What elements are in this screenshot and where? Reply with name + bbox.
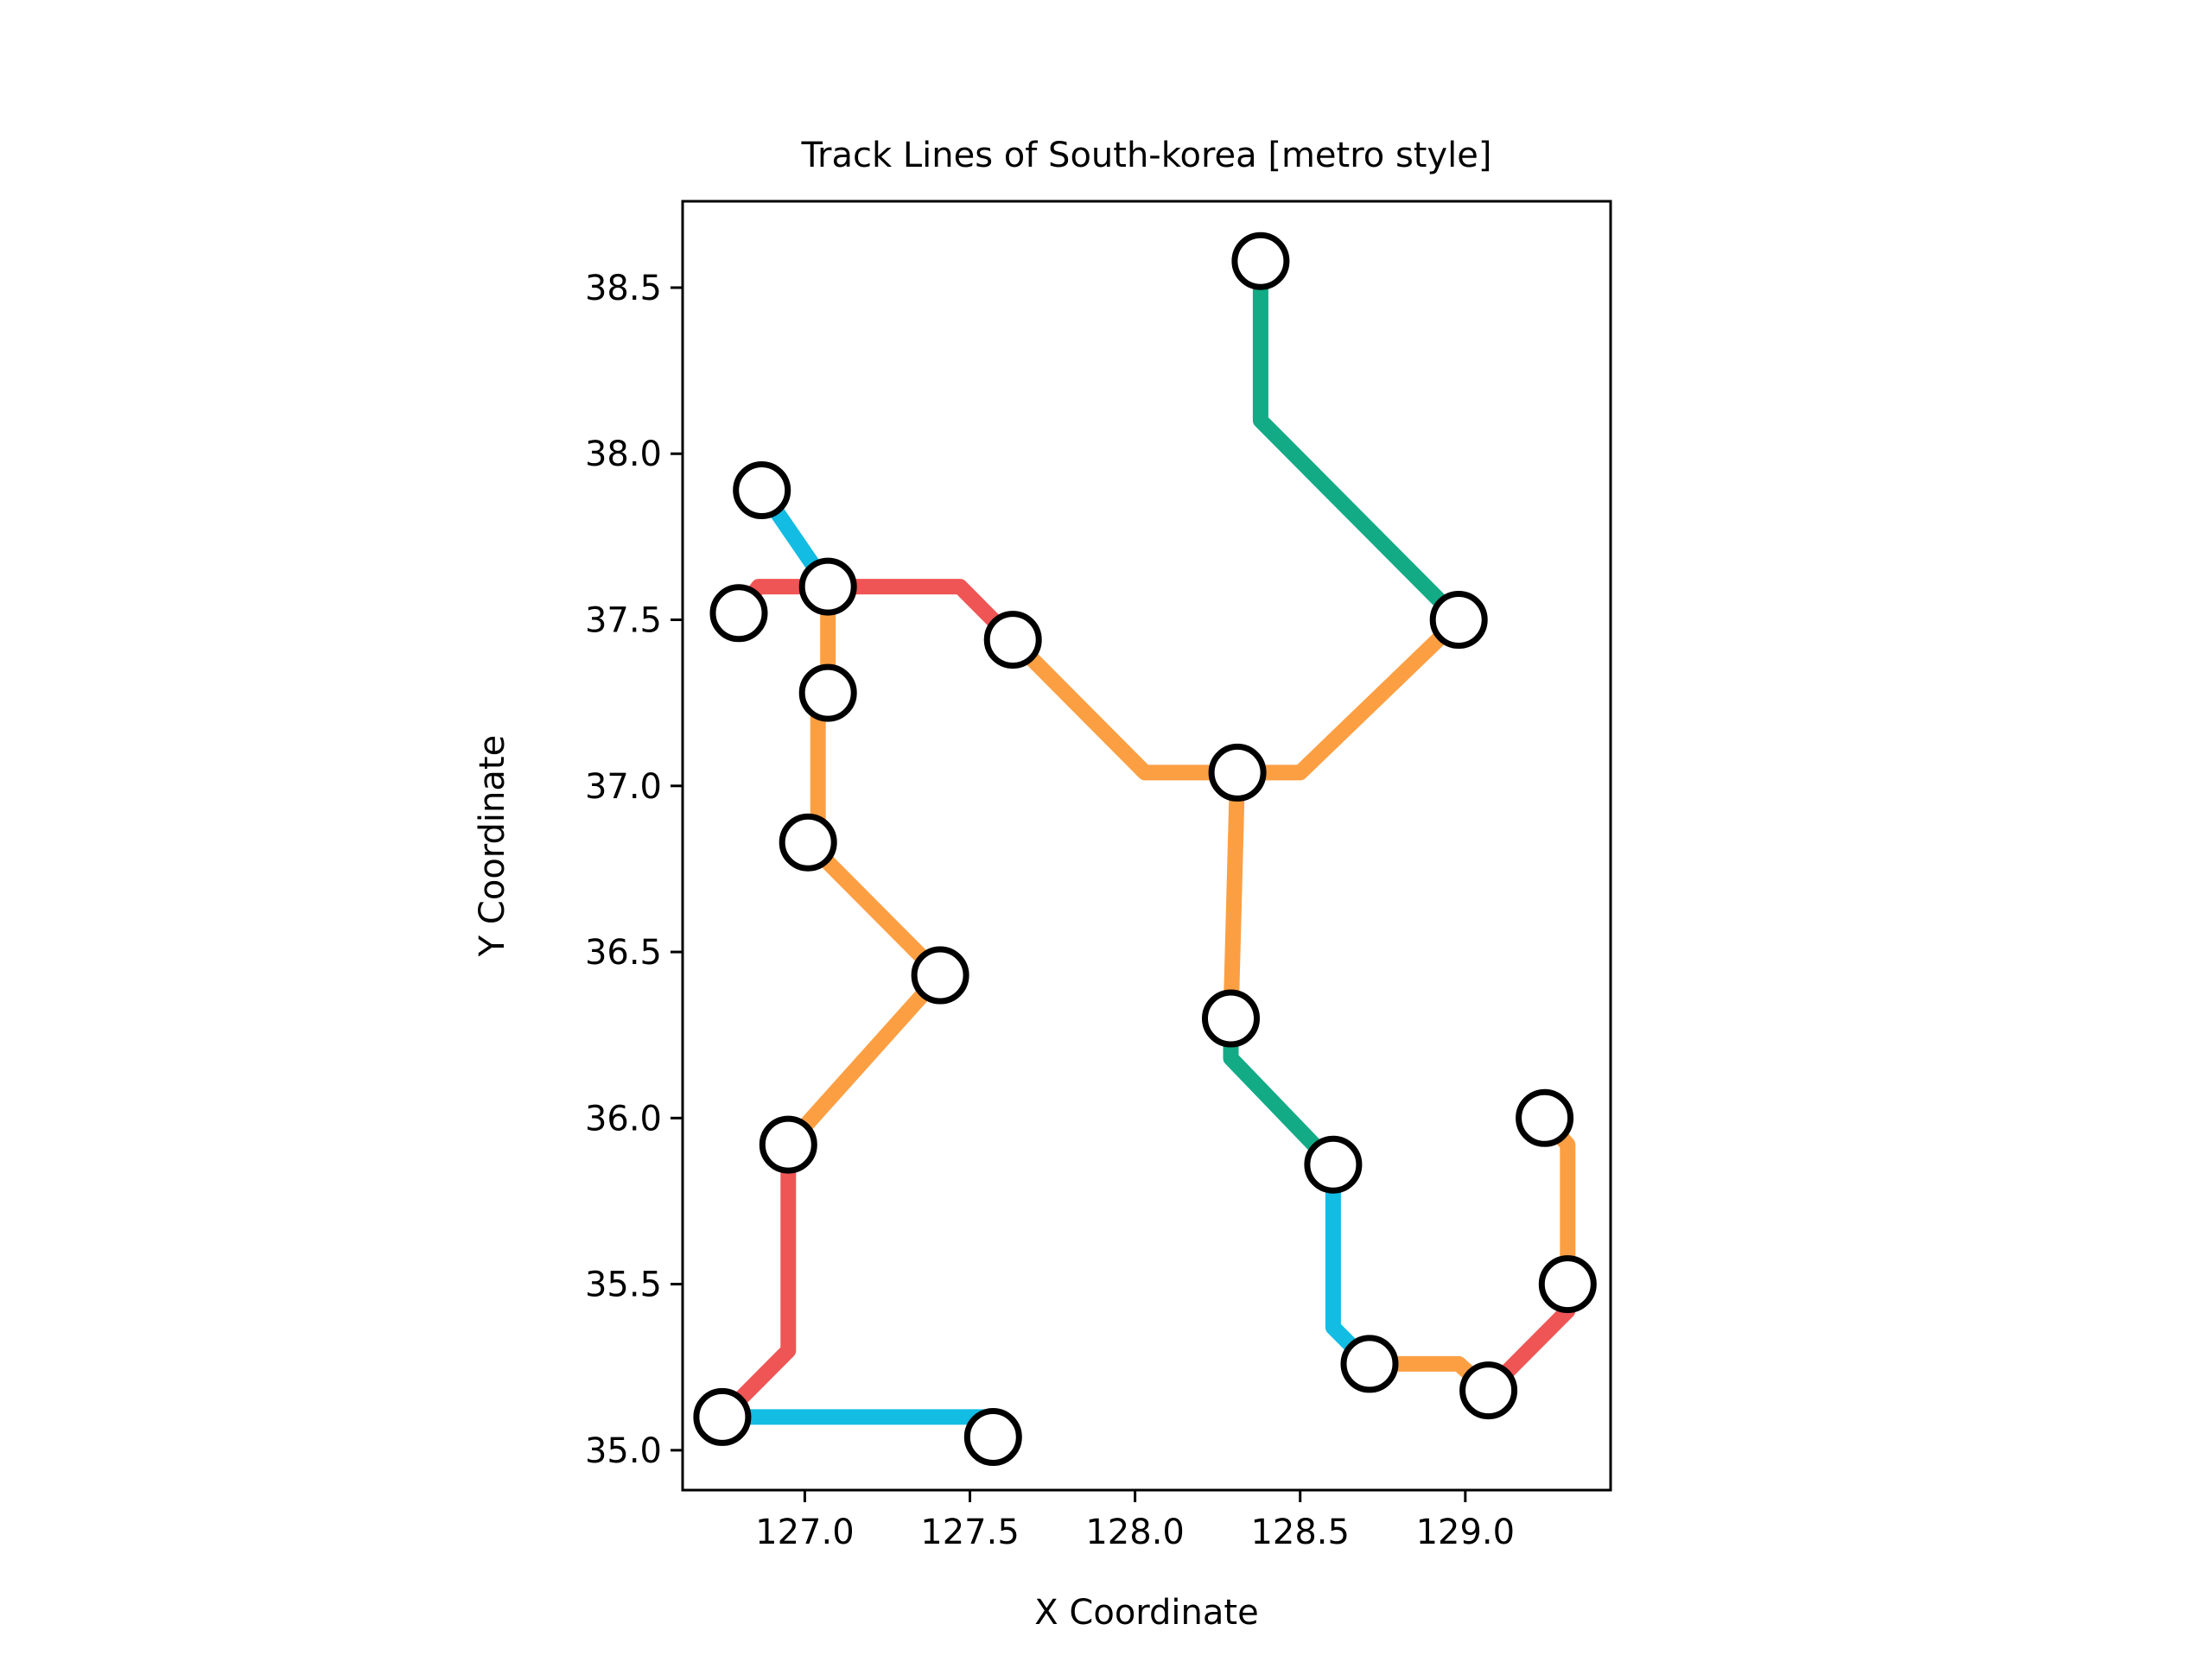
station-marker-14 — [1202, 989, 1260, 1048]
track-lines — [716, 261, 1576, 1441]
plot-frame — [681, 200, 1612, 1492]
x-tick-label: 127.5 — [920, 1513, 1020, 1552]
track-segment-orange-13 — [1223, 772, 1246, 1019]
station-marker-8 — [798, 663, 857, 722]
track-segment-blue-15 — [1325, 1164, 1376, 1370]
station-marker-16 — [1340, 1335, 1399, 1393]
station-marker-1 — [1231, 232, 1290, 290]
track-segment-blue-12 — [721, 1409, 1001, 1441]
y-tick-label: 37.5 — [585, 601, 662, 641]
track-segment-orange-9 — [802, 836, 946, 981]
station-marker-11 — [759, 1115, 817, 1174]
station-marker-18 — [1538, 1255, 1597, 1314]
station-marker-19 — [1516, 1088, 1574, 1147]
track-segment-orange-3 — [1007, 634, 1238, 781]
station-marker-15 — [1304, 1135, 1363, 1194]
track-segment-green-1 — [1252, 261, 1465, 625]
y-axis-label: Y Coordinate — [473, 735, 512, 957]
y-tick-label: 36.5 — [585, 933, 662, 973]
station-marker-12 — [693, 1387, 752, 1446]
y-axis-ticks: 35.0 35.5 36.0 36.5 37.0 37.5 38.0 38.5 — [585, 269, 683, 1471]
station-marker-2 — [1429, 591, 1488, 649]
x-tick-label: 128.5 — [1250, 1513, 1350, 1552]
track-segment-red-11 — [716, 1145, 797, 1423]
x-tick-label: 128.0 — [1085, 1513, 1185, 1552]
x-axis-ticks: 127.0 127.5 128.0 128.5 129.0 — [755, 1490, 1515, 1552]
track-segment-orange-10 — [782, 969, 946, 1151]
station-marker-7 — [733, 461, 791, 519]
station-marker-10 — [911, 946, 969, 1005]
chart-title: Track Lines of South-korea [metro style] — [800, 136, 1491, 175]
y-tick-label: 36.0 — [585, 1099, 662, 1139]
x-axis-label: X Coordinate — [1034, 1593, 1258, 1633]
y-tick-label: 38.0 — [585, 435, 662, 474]
station-marker-9 — [779, 813, 837, 872]
y-tick-label: 35.5 — [585, 1266, 662, 1305]
y-tick-label: 37.0 — [585, 767, 662, 807]
station-marker-5 — [798, 557, 857, 616]
station-marker-3 — [1208, 743, 1267, 802]
station-marker-17 — [1459, 1361, 1518, 1420]
y-tick-label: 35.0 — [585, 1431, 662, 1471]
stations — [693, 232, 1597, 1466]
track-segment-orange-2 — [1237, 614, 1465, 781]
station-marker-4 — [983, 611, 1042, 669]
y-tick-label: 38.5 — [585, 269, 662, 308]
station-marker-6 — [709, 584, 768, 643]
x-tick-label: 127.0 — [755, 1513, 855, 1552]
station-marker-13 — [963, 1408, 1022, 1466]
x-tick-label: 129.0 — [1416, 1513, 1516, 1552]
